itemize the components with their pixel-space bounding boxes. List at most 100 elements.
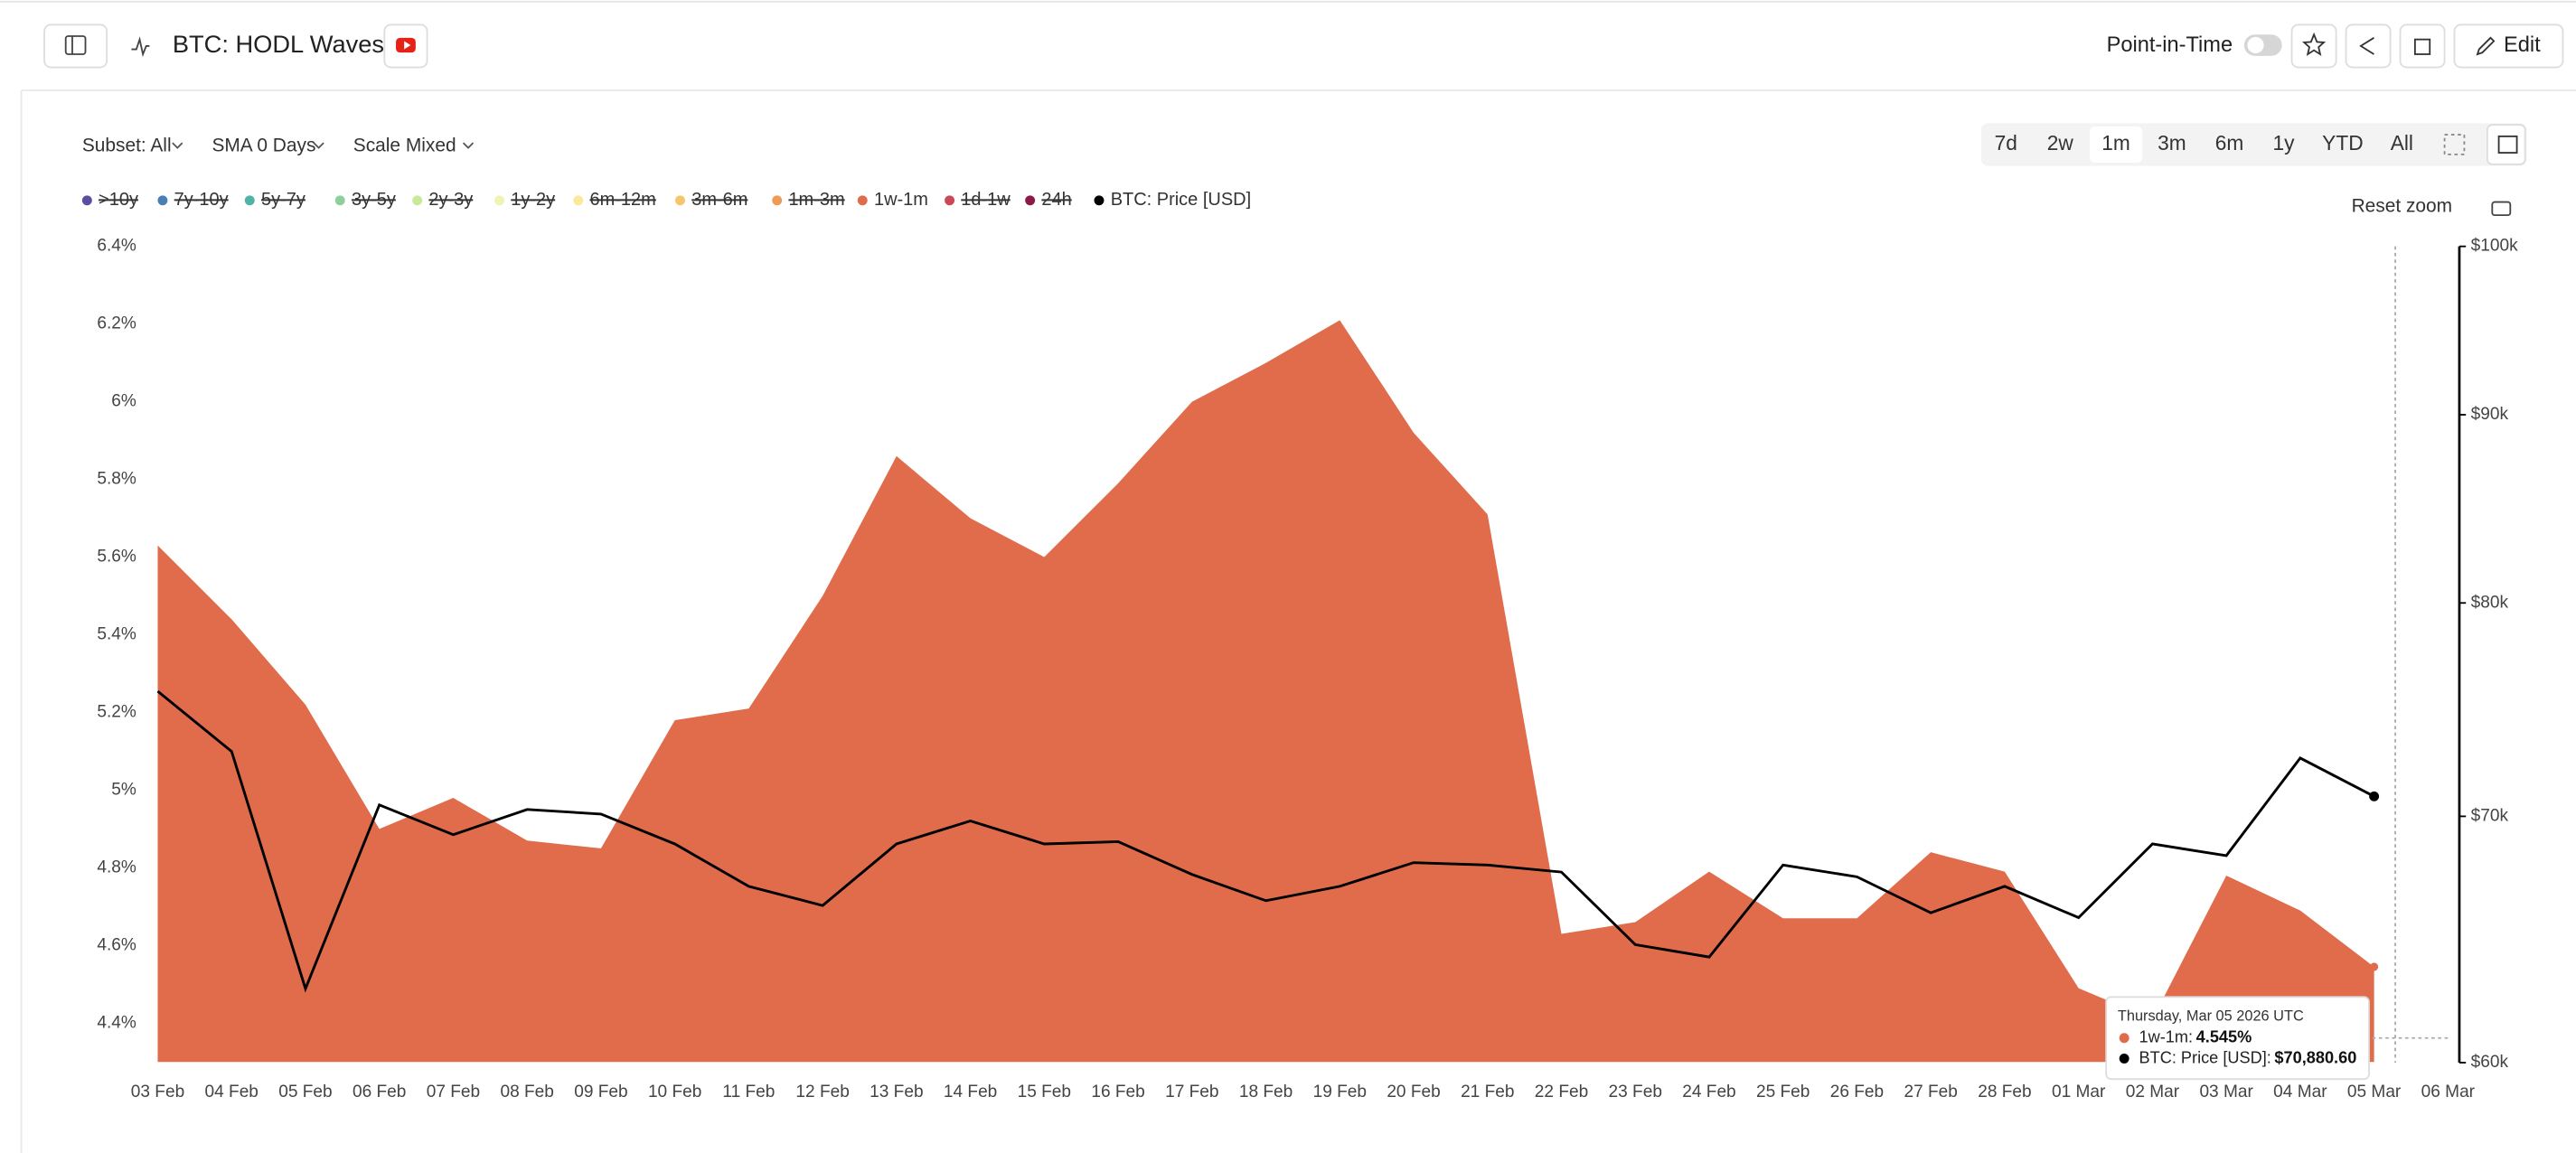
share-button[interactable]: [2345, 23, 2392, 69]
x-tick-label: 03 Feb: [131, 1083, 184, 1101]
sma-dropdown[interactable]: SMA 0 Days: [212, 135, 315, 155]
x-tick-label: 13 Feb: [870, 1083, 923, 1101]
range-button[interactable]: 6m: [2215, 131, 2244, 155]
plot: 4.4% 4.6% 4.8% 5% 5.2% 5.4% 5.6% 5.8% 6% 6.2% 6.4%…: [97, 237, 2518, 1101]
watermark: le: [1517, 567, 1602, 681]
legend-dot: [1094, 195, 1105, 206]
legend-dot: [334, 195, 345, 206]
x-tick-label: 09 Feb: [574, 1083, 627, 1101]
legend-dot: [573, 195, 584, 206]
tooltip-value: $70,880.60: [2274, 1048, 2356, 1066]
legend-dot: [412, 195, 423, 206]
x-tick-label: 24 Feb: [1682, 1083, 1735, 1101]
subset-dropdown[interactable]: Subset: All: [82, 135, 172, 155]
star-button[interactable]: [2290, 23, 2337, 69]
y2-tick-label: $90k: [2471, 405, 2509, 424]
x-tick-label: 20 Feb: [1387, 1083, 1440, 1101]
x-tick-label: 06 Mar: [2421, 1083, 2476, 1101]
legend-dot: [772, 195, 783, 206]
sidebar-icon: [64, 35, 87, 55]
y-tick-label: 4.8%: [97, 858, 136, 876]
range-button[interactable]: 3m: [2158, 131, 2186, 155]
point-in-time-label: Point-in-Time: [2107, 33, 2233, 57]
legend-item[interactable]: 1d-1w: [961, 190, 1011, 210]
line: [156, 689, 2375, 993]
range-button[interactable]: 2w: [2047, 131, 2074, 155]
chart-title: BTC: HODL Waves: [173, 30, 384, 58]
range-button[interactable]: 1y: [2272, 131, 2295, 155]
legend-dot: [157, 195, 168, 206]
x-tick-label: 05 Mar: [2347, 1083, 2402, 1101]
tooltip-label: BTC: Price [USD]:: [2139, 1048, 2271, 1066]
tooltip-dot: [2119, 1054, 2129, 1064]
star-icon: [2302, 32, 2327, 56]
tooltip-date: Thursday, Mar 05 2026 UTC: [2118, 1008, 2304, 1024]
legend-item[interactable]: 1w-1m: [874, 190, 928, 210]
tooltip-dot: [2119, 1033, 2129, 1044]
x-tick-label: 06 Feb: [353, 1083, 406, 1101]
y-tick-label: 6%: [111, 392, 136, 411]
legend-item[interactable]: 3m-6m: [691, 190, 747, 210]
y-tick-label: 5.2%: [97, 702, 136, 721]
legend-item[interactable]: 7y-10y: [174, 190, 229, 210]
legend-item[interactable]: 5y-7y: [261, 190, 306, 210]
dropdowns: Subset: All SMA 0 Days Scale Mixed: [82, 135, 475, 155]
x-tick-label: 12 Feb: [795, 1083, 849, 1101]
x-tick-label: 15 Feb: [1018, 1083, 1071, 1101]
legend-item[interactable]: 3y-5y: [352, 190, 396, 210]
range-button[interactable]: YTD: [2322, 131, 2363, 155]
x-tick-label: 10 Feb: [648, 1083, 701, 1101]
legend-dot: [494, 195, 505, 206]
y-tick-label: 5.8%: [97, 470, 136, 489]
legend-dot: [81, 195, 92, 206]
edit-button[interactable]: [2453, 23, 2564, 69]
youtube-icon: [404, 41, 411, 50]
range-button[interactable]: 7d: [1995, 131, 2017, 155]
x-tick-label: 11 Feb: [722, 1083, 775, 1101]
y-tick-label: 5%: [111, 780, 136, 799]
legend-item[interactable]: 1y-2y: [511, 190, 555, 210]
x-tick-label: 03 Mar: [2199, 1083, 2253, 1101]
y-tick-label: 4.6%: [97, 935, 136, 954]
camera-icon: [2491, 201, 2512, 217]
x-tick-label: 21 Feb: [1461, 1083, 1514, 1101]
legend-item[interactable]: >10y: [99, 190, 138, 210]
sidebar-button[interactable]: [43, 23, 108, 69]
dropdown-carets: [172, 142, 475, 149]
y2-tick-label: $70k: [2471, 806, 2509, 825]
hover-dot: [2369, 791, 2380, 801]
x-tick-label: 14 Feb: [944, 1083, 997, 1101]
zoom-icon[interactable]: [2443, 134, 2466, 155]
area: [157, 320, 2374, 1063]
y-tick-label: 4.4%: [97, 1013, 136, 1032]
x-tick-label: 19 Feb: [1313, 1083, 1367, 1101]
legend-item[interactable]: 1m-3m: [788, 190, 844, 210]
x-tick-label: 01 Mar: [2052, 1083, 2106, 1101]
legend-dot: [244, 195, 255, 206]
x-tick-label: 16 Feb: [1091, 1083, 1144, 1101]
y2-tick-label: $100k: [2471, 237, 2518, 256]
legend-item[interactable]: 6m-12m: [590, 190, 656, 210]
copy-button[interactable]: [2399, 23, 2446, 69]
legend-item[interactable]: 24h: [1041, 190, 1071, 210]
x-tick-label: 04 Mar: [2273, 1083, 2327, 1101]
legend-item[interactable]: BTC: Price [USD]: [1111, 190, 1251, 210]
screenshot-button[interactable]: [2484, 192, 2519, 224]
reset-zoom[interactable]: Reset zoom: [2352, 196, 2452, 217]
x-tick-label: 25 Feb: [1756, 1083, 1810, 1101]
y2-tick-label: $60k: [2471, 1053, 2509, 1072]
legend-item[interactable]: 2y-3y: [428, 190, 473, 210]
range-button[interactable]: 1m: [2101, 131, 2130, 155]
x-tick-label: 28 Feb: [1978, 1083, 2031, 1101]
x-tick-label: 08 Feb: [500, 1083, 553, 1101]
x-tick-label: 22 Feb: [1535, 1083, 1588, 1101]
calendar-button[interactable]: [2486, 124, 2526, 165]
y2-tick-label: $80k: [2471, 593, 2509, 612]
toggle-knob: [2247, 36, 2264, 54]
edit-icon: [2476, 36, 2496, 56]
scale-dropdown[interactable]: Scale Mixed: [353, 135, 456, 155]
legend-dot: [857, 195, 868, 206]
x-tick-label: 17 Feb: [1165, 1083, 1218, 1101]
range-button[interactable]: All: [2391, 131, 2413, 155]
